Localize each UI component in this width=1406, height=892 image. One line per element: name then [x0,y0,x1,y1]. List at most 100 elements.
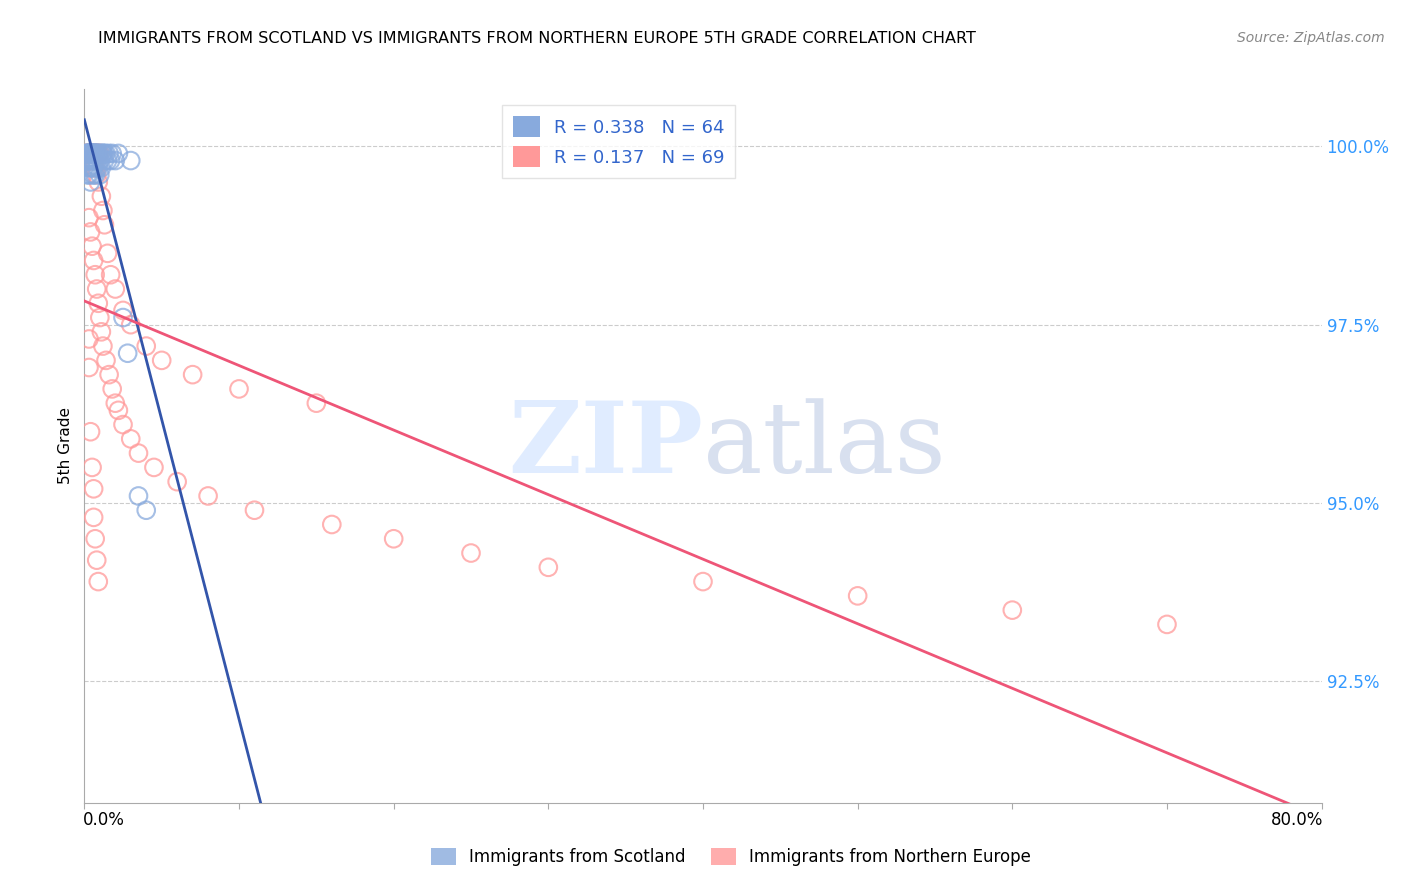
Point [77,168,100,182]
Point [87,161,110,175]
Point [77,360,100,375]
Point [91,339,114,353]
Y-axis label: 5th Grade: 5th Grade [58,408,73,484]
Point [83,161,105,175]
Point [86,168,108,182]
Point [82,146,104,161]
Point [96,246,118,260]
Point [87,175,110,189]
Point [83,146,105,161]
Point [86,553,108,567]
Point [228,382,250,396]
Point [86,146,108,161]
Text: 0.0%: 0.0% [83,812,125,830]
Point [89,153,111,168]
Point [86,146,108,161]
Point [83,510,105,524]
Point [135,339,157,353]
Point [86,153,108,168]
Point [112,310,135,325]
Point [87,146,110,161]
Point [76,146,98,161]
Legend: Immigrants from Scotland, Immigrants from Northern Europe: Immigrants from Scotland, Immigrants fro… [425,841,1038,873]
Point [243,503,266,517]
Point [692,574,714,589]
Point [120,432,142,446]
Point [75,146,97,161]
Point [846,589,869,603]
Point [76,168,98,182]
Point [98,146,121,161]
Point [100,268,122,282]
Point [1001,603,1024,617]
Point [89,310,111,325]
Point [77,211,100,225]
Point [87,296,110,310]
Point [90,146,112,161]
Point [91,146,114,161]
Point [77,146,100,161]
Point [86,161,108,175]
Point [83,161,105,175]
Point [84,161,107,175]
Point [166,475,188,489]
Point [143,460,166,475]
Point [84,168,107,182]
Point [82,460,104,475]
Point [79,146,101,161]
Point [82,161,104,175]
Point [91,146,114,161]
Text: Source: ZipAtlas.com: Source: ZipAtlas.com [1237,31,1385,45]
Point [83,146,105,161]
Text: 80.0%: 80.0% [1271,812,1323,830]
Point [84,153,107,168]
Point [77,146,100,161]
Point [382,532,405,546]
Point [79,153,101,168]
Point [117,346,139,360]
Point [197,489,219,503]
Point [107,403,129,417]
Point [77,153,100,168]
Point [79,146,101,161]
Point [135,503,157,517]
Point [82,146,104,161]
Point [305,396,328,410]
Point [84,146,107,161]
Point [90,161,112,175]
Point [93,146,115,161]
Point [84,146,107,161]
Point [120,153,142,168]
Point [82,146,104,161]
Point [90,189,112,203]
Point [87,146,110,161]
Point [112,303,135,318]
Point [104,282,127,296]
Point [79,225,101,239]
Point [84,532,107,546]
Point [76,146,98,161]
Point [77,146,100,161]
Point [79,153,101,168]
Point [83,146,105,161]
Point [82,153,104,168]
Point [104,153,127,168]
Point [101,146,124,161]
Point [87,146,110,161]
Point [77,332,100,346]
Point [127,446,149,460]
Point [112,417,135,432]
Point [83,253,105,268]
Point [82,239,104,253]
Point [89,146,111,161]
Point [86,146,108,161]
Point [86,282,108,296]
Point [100,153,122,168]
Point [89,168,111,182]
Point [84,146,107,161]
Point [79,146,101,161]
Point [84,146,107,161]
Point [83,146,105,161]
Point [82,168,104,182]
Point [89,146,111,161]
